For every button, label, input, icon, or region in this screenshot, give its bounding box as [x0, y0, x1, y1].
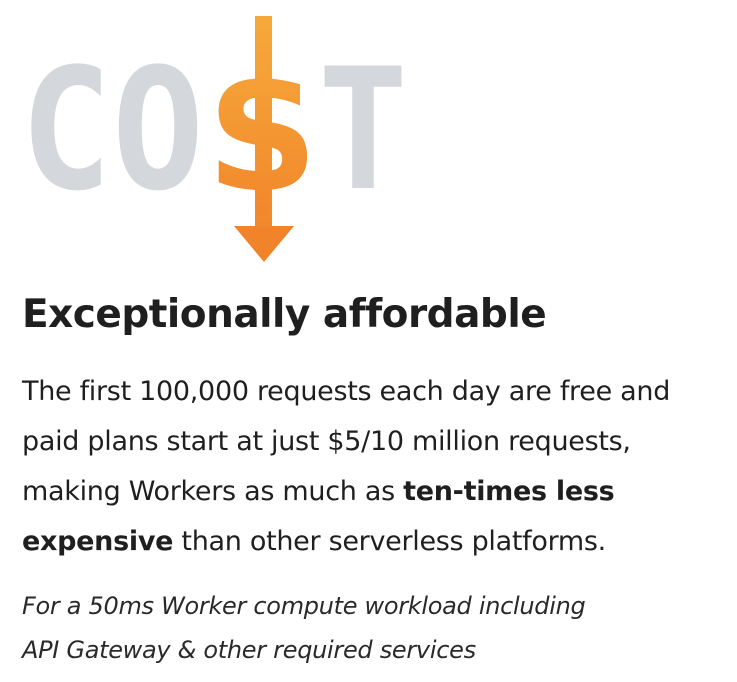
- description-text-start: The first 100,000 requests each day are …: [22, 376, 671, 507]
- dollar-down-arrow-icon: $: [206, 16, 318, 262]
- footnote-line-2: API Gateway & other required services: [22, 636, 476, 664]
- cost-letter-o: O: [112, 32, 204, 228]
- footnote: For a 50ms Worker compute workload inclu…: [22, 584, 722, 672]
- cost-logo: C O $ T: [20, 16, 408, 262]
- cost-letter-dollar: $: [206, 30, 318, 231]
- description-paragraph: The first 100,000 requests each day are …: [22, 367, 727, 567]
- description-emphasis: ten-times less expensive: [22, 476, 615, 557]
- cost-letter-c: C: [20, 32, 112, 228]
- cost-letter-t: T: [318, 32, 408, 228]
- cost-hero-graphic: C O $ T: [0, 0, 737, 280]
- footnote-line-1: For a 50ms Worker compute workload inclu…: [22, 592, 586, 620]
- description-text-end: than other serverless platforms.: [173, 526, 606, 557]
- page-title: Exceptionally affordable: [22, 292, 547, 337]
